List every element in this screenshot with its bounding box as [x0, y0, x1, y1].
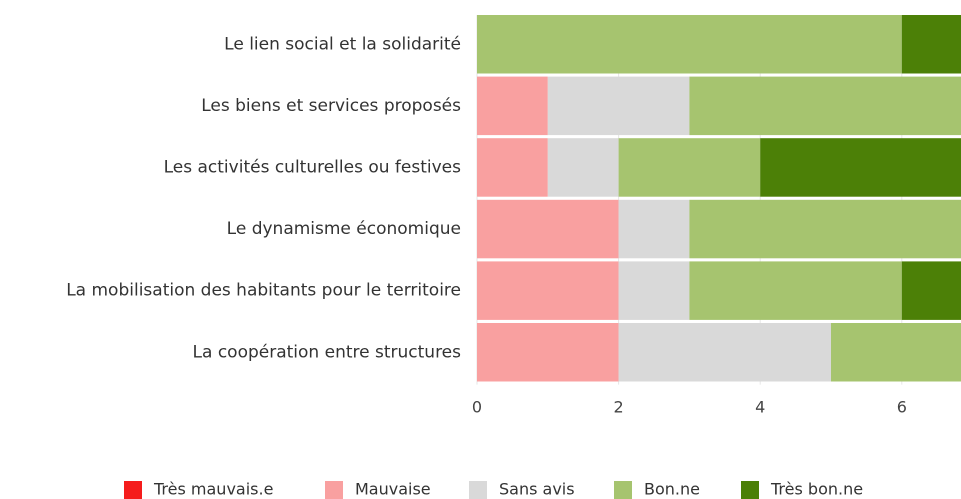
y-tick-label: Le dynamisme économique [227, 219, 461, 239]
legend-swatch [614, 481, 632, 499]
legend-label: Mauvaise [355, 480, 431, 499]
legend-swatch [469, 481, 487, 499]
bar-segment [477, 199, 619, 259]
bar-segment [477, 323, 619, 382]
legend-label: Bon.ne [644, 480, 700, 499]
x-tick-label: 0 [472, 398, 482, 417]
y-tick-label: Les activités culturelles ou festives [164, 157, 462, 177]
bar-segment [760, 138, 961, 197]
bar-segment [689, 76, 961, 136]
x-tick-label: 4 [755, 398, 765, 417]
bar-segment [689, 261, 902, 320]
bar-segment [618, 261, 690, 320]
legend-label: Très mauvais.e [153, 480, 273, 499]
bar-segment [618, 199, 690, 259]
bar-segment [831, 323, 961, 382]
legend-swatch [124, 481, 142, 499]
bar-segment [547, 76, 690, 136]
bar-segment [901, 261, 961, 320]
x-tick-label: 6 [897, 398, 907, 417]
legend-swatch [325, 481, 343, 499]
bar-segment [477, 138, 548, 197]
y-tick-label: Le lien social et la solidarité [224, 34, 461, 54]
bar-segment [477, 261, 619, 320]
legend-swatch [741, 481, 759, 499]
bar-segment [901, 15, 961, 74]
x-tick-label: 2 [614, 398, 624, 417]
bar-segment [689, 199, 961, 259]
bar-segment [618, 138, 761, 197]
y-tick-label: La coopération entre structures [193, 342, 462, 362]
legend-label: Sans avis [499, 480, 575, 499]
y-tick-label: La mobilisation des habitants pour le te… [66, 281, 461, 301]
legend-label: Très bon.ne [770, 480, 863, 499]
bar-segment [547, 138, 619, 197]
bar-segment [618, 323, 831, 382]
y-tick-label: Les biens et services proposés [201, 96, 461, 116]
bar-segment [477, 15, 902, 74]
bar-segment [477, 76, 548, 136]
